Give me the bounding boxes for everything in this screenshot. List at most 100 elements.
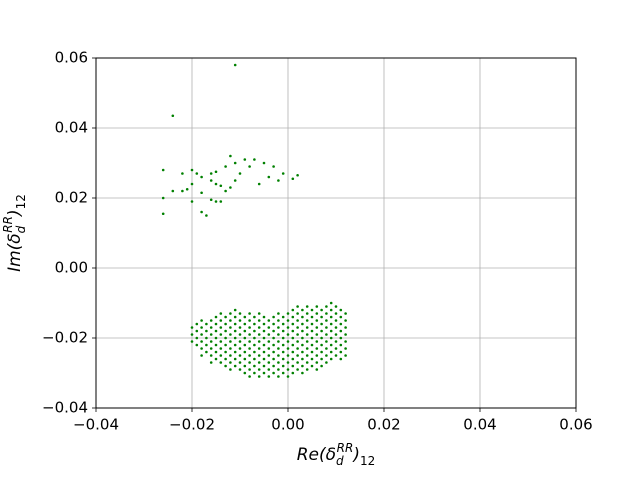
point bbox=[209, 198, 213, 202]
point bbox=[329, 350, 333, 354]
point bbox=[200, 354, 203, 357]
point bbox=[248, 368, 251, 371]
x-label-head: Re(δ bbox=[297, 445, 336, 465]
point bbox=[195, 329, 199, 333]
y-tick-label: 0.02 bbox=[55, 189, 88, 207]
point bbox=[205, 336, 208, 340]
point bbox=[301, 364, 304, 368]
point bbox=[243, 371, 247, 375]
point bbox=[229, 319, 232, 322]
point bbox=[339, 322, 343, 326]
point bbox=[281, 322, 285, 326]
point bbox=[277, 312, 280, 315]
point bbox=[224, 189, 227, 193]
point bbox=[272, 371, 275, 375]
point bbox=[243, 350, 247, 354]
point bbox=[334, 305, 338, 308]
point bbox=[267, 175, 271, 179]
point bbox=[233, 329, 237, 333]
point bbox=[272, 357, 275, 361]
x-tick-label: 0.00 bbox=[271, 416, 304, 434]
y-label-sup: RR bbox=[1, 216, 15, 233]
point bbox=[253, 357, 256, 361]
point bbox=[214, 336, 218, 340]
point bbox=[277, 354, 280, 357]
point bbox=[291, 329, 295, 333]
point bbox=[262, 336, 266, 340]
point bbox=[219, 319, 223, 322]
point bbox=[315, 305, 319, 308]
point bbox=[209, 354, 213, 357]
point bbox=[329, 301, 333, 305]
point bbox=[243, 322, 247, 326]
point bbox=[272, 329, 275, 333]
point bbox=[238, 354, 242, 357]
point bbox=[305, 319, 309, 322]
point bbox=[267, 319, 271, 322]
point bbox=[195, 322, 199, 326]
point bbox=[248, 347, 251, 350]
point bbox=[248, 333, 251, 336]
point bbox=[214, 170, 218, 174]
point bbox=[339, 308, 343, 312]
point bbox=[334, 333, 338, 336]
point bbox=[248, 361, 251, 364]
point bbox=[286, 354, 290, 357]
point bbox=[219, 326, 223, 329]
point bbox=[320, 322, 323, 326]
point bbox=[253, 364, 256, 368]
x-label-close: ) bbox=[351, 445, 360, 465]
point bbox=[305, 326, 309, 329]
point bbox=[310, 357, 314, 361]
point bbox=[238, 312, 242, 315]
point bbox=[320, 343, 323, 347]
point bbox=[200, 319, 203, 322]
point bbox=[315, 361, 319, 364]
point bbox=[320, 336, 323, 340]
point bbox=[200, 333, 203, 336]
point bbox=[262, 161, 266, 165]
point bbox=[200, 210, 203, 214]
point bbox=[233, 315, 237, 319]
point bbox=[205, 343, 208, 347]
point bbox=[262, 315, 266, 319]
point bbox=[329, 336, 333, 340]
point bbox=[190, 168, 194, 172]
point bbox=[344, 354, 347, 357]
point bbox=[214, 343, 218, 347]
point bbox=[224, 357, 227, 361]
point bbox=[325, 354, 328, 357]
point bbox=[262, 357, 266, 361]
point bbox=[229, 154, 232, 158]
point bbox=[305, 361, 309, 364]
point bbox=[205, 214, 208, 217]
point bbox=[243, 315, 247, 319]
point bbox=[344, 312, 347, 315]
point bbox=[214, 200, 218, 203]
point bbox=[248, 326, 251, 329]
point bbox=[219, 333, 223, 336]
point bbox=[161, 196, 165, 200]
point bbox=[219, 200, 223, 203]
point bbox=[296, 354, 299, 357]
point bbox=[339, 336, 343, 340]
point bbox=[238, 326, 242, 329]
point bbox=[243, 364, 247, 368]
point bbox=[291, 364, 295, 368]
point bbox=[301, 322, 304, 326]
point bbox=[229, 340, 232, 343]
y-label-sub: d bbox=[14, 225, 28, 233]
point bbox=[286, 347, 290, 350]
point bbox=[344, 333, 347, 336]
point bbox=[291, 343, 295, 347]
point bbox=[190, 200, 194, 203]
point bbox=[281, 371, 285, 375]
point bbox=[185, 187, 189, 191]
point bbox=[272, 336, 275, 340]
point bbox=[190, 340, 194, 343]
point bbox=[277, 333, 280, 336]
point bbox=[325, 319, 328, 322]
point bbox=[171, 189, 175, 193]
point bbox=[205, 322, 208, 326]
point bbox=[334, 319, 338, 322]
